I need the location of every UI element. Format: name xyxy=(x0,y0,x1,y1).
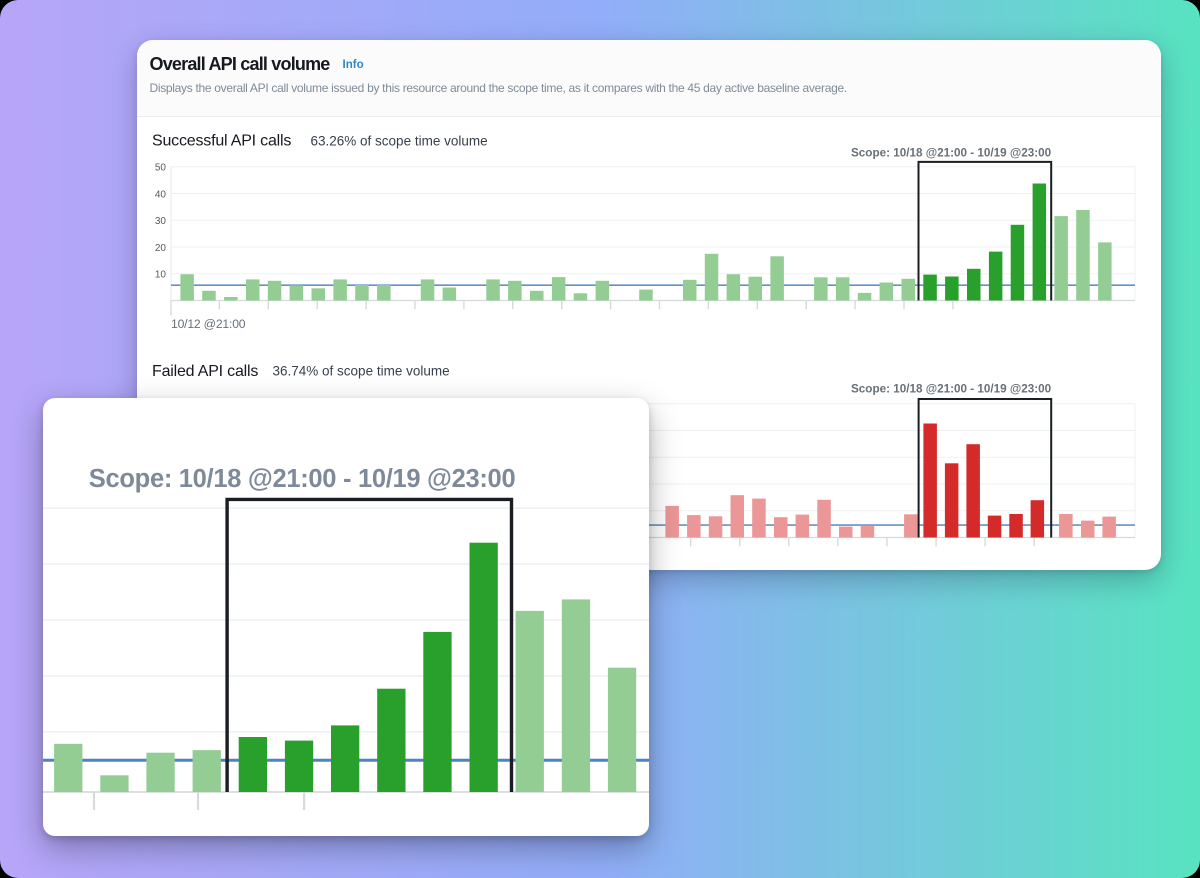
svg-text:10/12 @21:00: 10/12 @21:00 xyxy=(171,317,246,331)
svg-text:40: 40 xyxy=(155,189,167,200)
svg-text:50: 50 xyxy=(155,163,167,174)
svg-text:10: 10 xyxy=(155,270,167,281)
svg-text:63.26% of scope time volume: 63.26% of scope time volume xyxy=(311,133,488,148)
svg-text:Failed API calls: Failed API calls xyxy=(152,363,258,380)
svg-text:Scope: 10/18 @21:00 - 10/19 @2: Scope: 10/18 @21:00 - 10/19 @23:00 xyxy=(851,383,1052,396)
svg-text:Scope: 10/18 @21:00 - 10/19 @2: Scope: 10/18 @21:00 - 10/19 @23:00 xyxy=(88,465,515,493)
svg-text:Scope: 10/18 @21:00 - 10/19 @2: Scope: 10/18 @21:00 - 10/19 @23:00 xyxy=(851,146,1052,159)
svg-text:36.74% of scope time volume: 36.74% of scope time volume xyxy=(273,364,450,379)
svg-text:30: 30 xyxy=(155,216,167,227)
svg-text:Successful API calls: Successful API calls xyxy=(152,133,291,150)
svg-text:20: 20 xyxy=(155,243,167,254)
